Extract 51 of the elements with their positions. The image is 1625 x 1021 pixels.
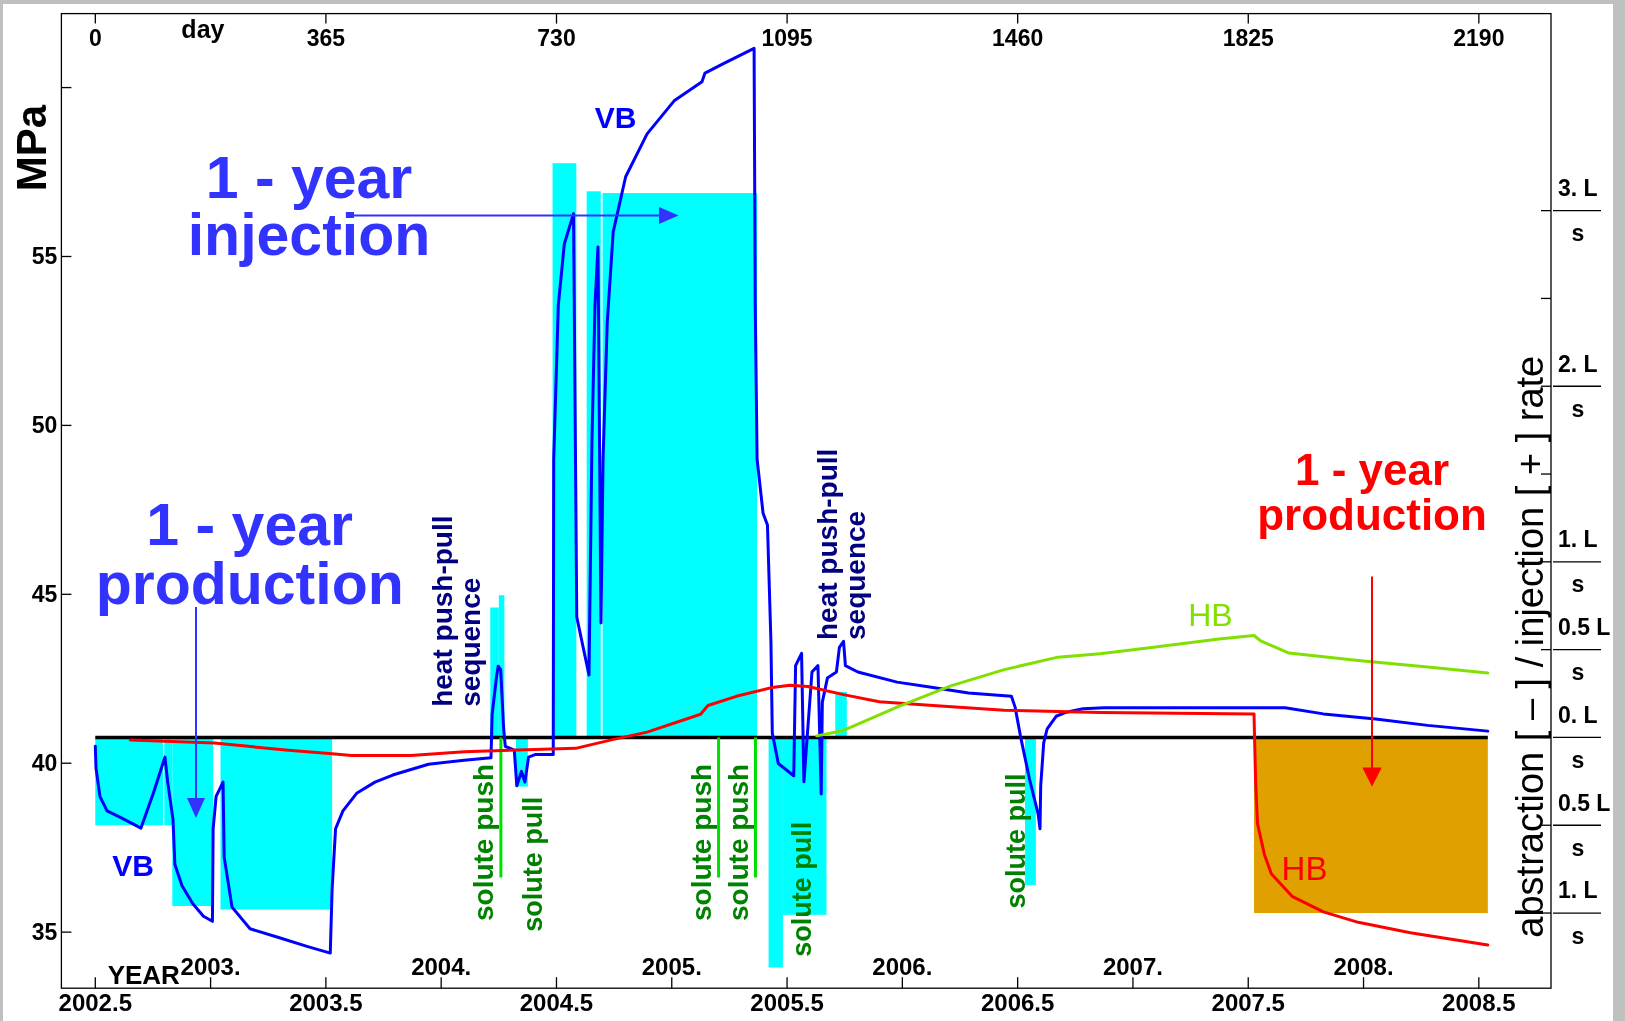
y2-tick-label: 1. L s: [1558, 877, 1598, 949]
y-axis-title: MPa: [7, 104, 55, 192]
x2-tick-label: 0: [88, 25, 102, 52]
x2-tick-label: 1095: [761, 25, 813, 52]
y-tick-label: 55: [31, 243, 58, 270]
x2-tick-label: 365: [306, 25, 346, 52]
annotation: 2004.: [411, 953, 472, 980]
x-tick-label: 2003.5: [289, 988, 363, 1016]
line-series: [93, 46, 1490, 955]
annotation: 2005.: [641, 953, 702, 980]
x2-axis-title: day: [181, 14, 225, 43]
x-tick-label: 2004.5: [519, 988, 594, 1016]
annotation: solute pull: [518, 796, 548, 932]
annotation: 1 - year production: [95, 492, 404, 617]
annotation: 2006.: [872, 953, 933, 980]
annotation: 2008.: [1333, 953, 1394, 980]
series-label: HB: [1281, 849, 1328, 887]
y2-tick-label: 2. L s: [1558, 350, 1598, 422]
x2-tick-label: 1825: [1222, 25, 1275, 52]
annotation: solute pull: [786, 821, 817, 957]
x2-tick-label: 730: [537, 25, 576, 52]
series-label: HB: [1188, 596, 1233, 633]
y2-tick-label: 0. L s: [1558, 701, 1598, 774]
annotation: 1 - year production: [1257, 445, 1487, 539]
ref-line-label: solute push: [686, 763, 718, 921]
ref-line-label: solute push: [468, 763, 500, 921]
x-tick-label: 2007.5: [1211, 988, 1285, 1016]
y-tick-label: 35: [31, 919, 58, 946]
annotation: 1 - year injection: [187, 145, 431, 268]
series-label: VB: [594, 101, 637, 135]
ref-line-label: solute push: [722, 763, 754, 921]
x-tick-label: 2008.5: [1442, 988, 1516, 1016]
annotation: 2007.: [1102, 953, 1163, 980]
y2-tick-label: 0.5 L s: [1558, 789, 1611, 861]
y-tick-label: 40: [31, 750, 58, 777]
y2-tick-label: 1. L s: [1558, 526, 1598, 598]
x-tick-label: 2005.5: [750, 988, 824, 1016]
x-tick-label: 2006.5: [980, 988, 1055, 1016]
y2-tick-label: 0.5 L s: [1558, 614, 1611, 686]
x-axis-title: YEAR: [107, 960, 181, 990]
y-tick-label: 50: [31, 412, 58, 439]
annotation: heat push-pull sequence: [426, 515, 486, 707]
annotation: VB: [112, 848, 154, 882]
x-tick-label: 2002.5: [58, 988, 132, 1016]
x2-tick-label: 2190: [1453, 25, 1505, 52]
y2-tick-label: 3. L s: [1558, 175, 1598, 247]
annotation: 2003.: [180, 953, 241, 980]
annotation: heat push-pull sequence: [811, 448, 871, 640]
x2-tick-label: 1460: [992, 25, 1044, 52]
y-tick-label: 45: [31, 581, 58, 608]
annotation: solute pull: [1000, 773, 1031, 909]
